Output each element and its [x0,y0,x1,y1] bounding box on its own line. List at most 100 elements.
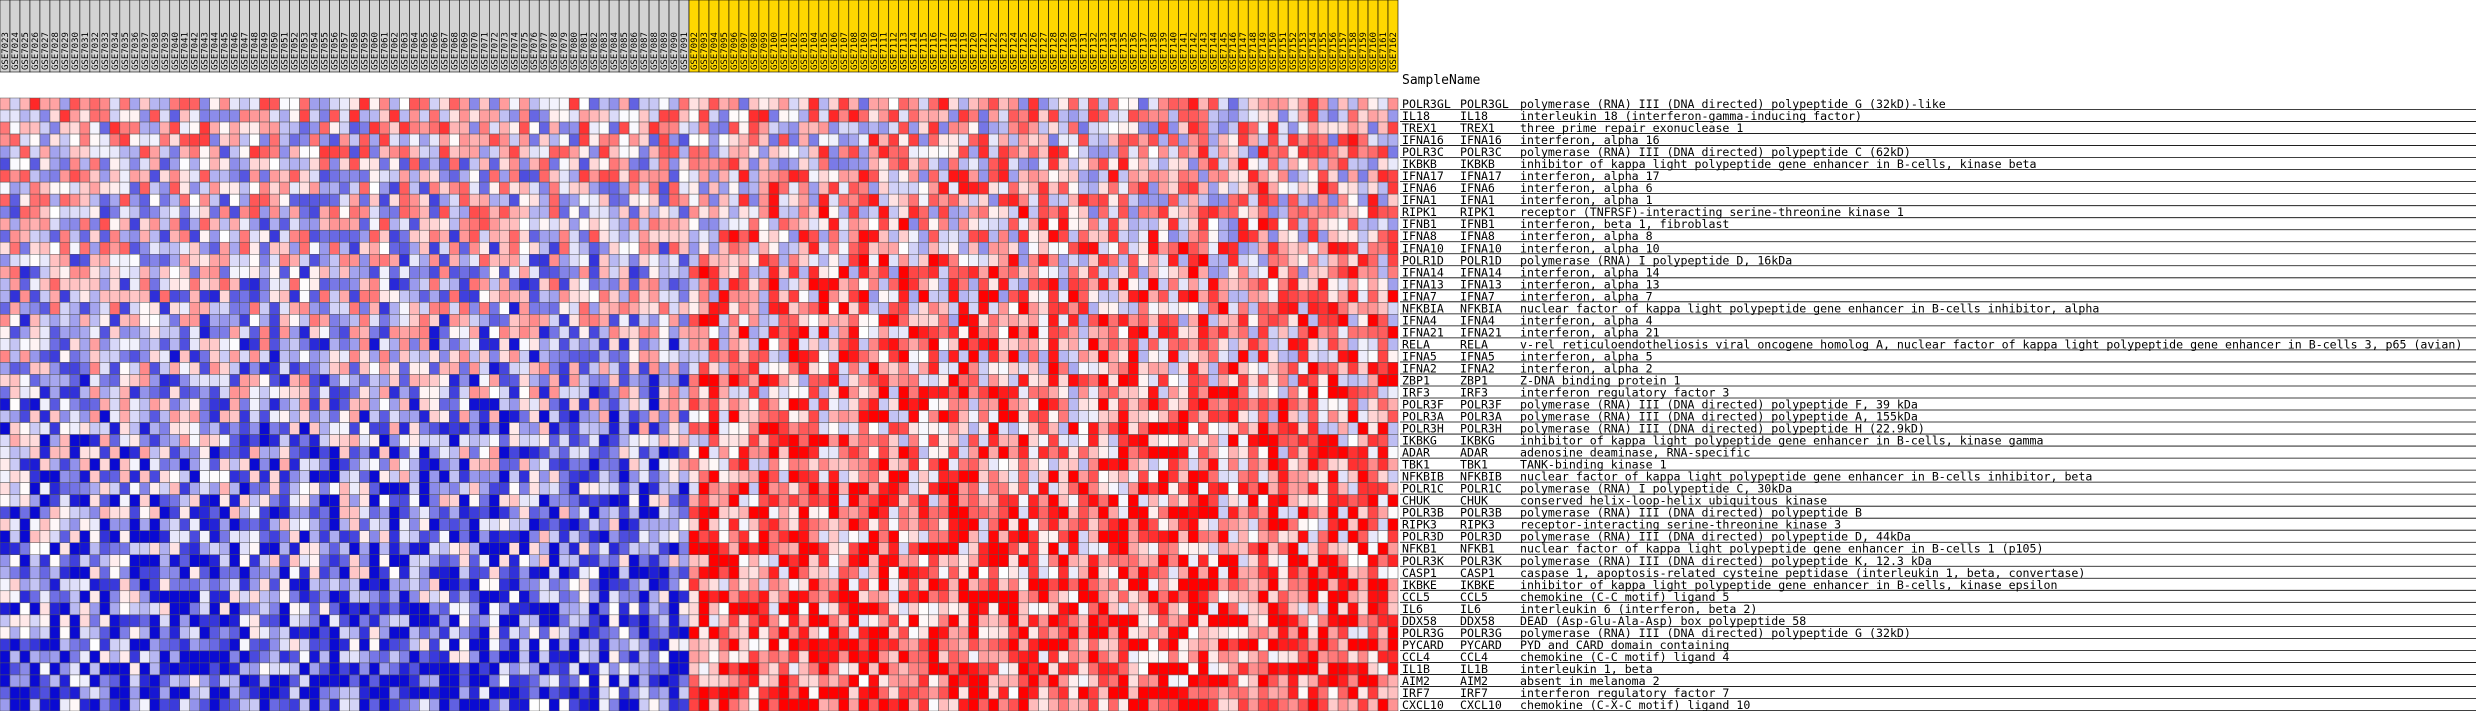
heatmap-cell [1367,410,1379,423]
heatmap-cell [878,241,889,255]
heatmap-cell [628,302,640,315]
heatmap-cell [1098,145,1109,159]
heatmap-cell [868,241,879,255]
heatmap-cell [489,434,500,447]
heatmap-cell [968,193,979,207]
heatmap-cell [1008,362,1019,375]
heatmap-cell [1237,229,1249,243]
heatmap-cell [1337,157,1349,171]
heatmap-cell [499,338,510,351]
heatmap-cell [1208,266,1219,279]
heatmap-cell [778,422,790,435]
heatmap-cell [858,169,870,183]
heatmap-cell [429,350,440,363]
heatmap-cell [249,326,260,339]
heatmap-cell [409,121,420,135]
heatmap-cell [868,193,879,207]
heatmap-cell [718,97,730,111]
heatmap-cell [109,362,121,375]
heatmap-cell [848,121,860,135]
heatmap-cell [758,169,770,183]
heatmap-cell [469,338,480,351]
heatmap-cell [708,290,720,303]
heatmap-cell [958,374,969,387]
heatmap-cell [389,470,400,483]
heatmap-cell [838,241,850,255]
heatmap-cell [788,458,800,471]
heatmap-cell [588,217,600,231]
heatmap-cell [389,386,400,399]
heatmap-cell [169,374,180,387]
heatmap-cell [59,422,71,435]
heatmap-cell [1008,350,1019,363]
heatmap-cell [648,205,660,219]
heatmap-cell [938,290,949,303]
heatmap-cell [1158,133,1169,147]
heatmap-cell [1257,169,1269,183]
heatmap-cell [419,386,430,399]
column-label: GSE7087 [640,32,650,70]
heatmap-cell [1227,266,1239,279]
heatmap-cell [728,229,740,243]
heatmap-cell [908,398,919,411]
heatmap-cell [758,217,770,231]
heatmap-cell [49,362,61,375]
heatmap-cell [1068,217,1079,231]
heatmap-cell [668,350,680,363]
column-header-cell: GSE7039 [159,0,171,73]
heatmap-cell [758,434,770,447]
heatmap-cell [1068,133,1079,147]
heatmap-cell [1377,326,1389,339]
heatmap-cell [608,121,620,135]
heatmap-cell [199,374,210,387]
column-header-cell: GSE7131 [1078,0,1089,73]
column-label: GSE7045 [221,32,231,70]
heatmap-cell [189,398,200,411]
column-header-cell: GSE7076 [528,0,540,73]
heatmap-cell [1068,145,1079,159]
heatmap-cell [399,398,410,411]
heatmap-cell [459,290,470,303]
heatmap-cell [878,278,889,291]
heatmap-cell [1168,482,1179,495]
heatmap-cell [29,434,41,447]
heatmap-cell [1018,278,1029,291]
heatmap-cell [738,193,750,207]
heatmap-cell [1058,446,1069,459]
heatmap-cell [678,181,690,195]
heatmap-cell [1128,145,1139,159]
heatmap-cell [79,97,91,111]
heatmap-cell [379,157,390,171]
heatmap-cell [9,494,21,507]
heatmap-cell [788,290,800,303]
heatmap-cell [648,446,660,459]
heatmap-cell [688,398,700,411]
column-header-cell: GSE7093 [698,0,710,73]
column-label: GSE7084 [610,32,620,70]
heatmap-cell [119,157,131,171]
heatmap-cell [608,458,620,471]
heatmap-cell [29,193,41,207]
heatmap-cell [748,482,760,495]
column-header-cell: GSE7033 [99,0,111,73]
heatmap-cell [249,157,260,171]
heatmap-cell [938,302,949,315]
heatmap-cell [1158,121,1169,135]
heatmap-cell [568,266,580,279]
heatmap-cell [9,470,21,483]
column-header-cell: GSE7119 [958,0,970,73]
heatmap-cell [89,193,101,207]
heatmap-cell [558,386,570,399]
heatmap-cell [528,217,540,231]
heatmap-cell [409,410,420,423]
heatmap-cell [1018,410,1029,423]
heatmap-cell [578,229,590,243]
heatmap-cell [69,254,81,267]
heatmap-cell [1088,133,1099,147]
heatmap-cell [1218,193,1229,207]
heatmap-cell [389,314,400,327]
heatmap-cell [469,278,480,291]
heatmap-cell [1307,97,1319,111]
heatmap-cell [788,133,800,147]
heatmap-cell [349,482,360,495]
